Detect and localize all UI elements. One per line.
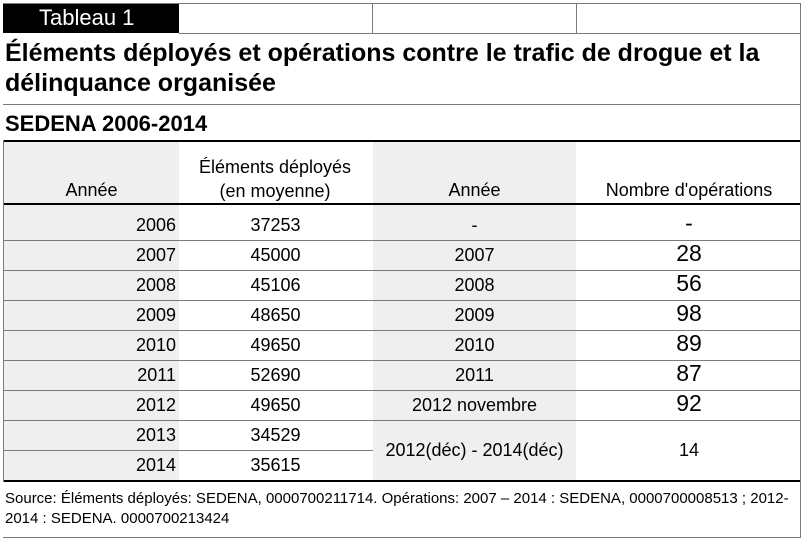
- cell-operations: -: [685, 210, 693, 236]
- cell-annee-op: 2009: [454, 305, 495, 325]
- shade-col-annee: [4, 142, 179, 481]
- cell-operations: 56: [676, 270, 702, 296]
- table-top-border: [3, 140, 800, 142]
- source-note: Source: Éléments déployés: SEDENA, 00007…: [5, 490, 789, 527]
- cell-elements: 45000: [250, 245, 301, 265]
- cell-annee: 2009: [135, 305, 176, 325]
- cell-annee-op: 2011: [455, 365, 494, 385]
- cell-elements: 49650: [250, 335, 301, 355]
- cell-annee-op: 2010: [454, 335, 495, 355]
- cell-annee-op: 2007: [454, 245, 495, 265]
- cell-elements: 48650: [250, 305, 301, 325]
- cell-annee: 2007: [135, 245, 176, 265]
- table-bottom-border: [3, 480, 800, 482]
- cell-elements: 52690: [250, 365, 301, 385]
- cell-operations: 92: [676, 390, 702, 416]
- table-label: Tableau 1: [3, 3, 179, 33]
- cell-operations-merged: 14: [678, 440, 700, 460]
- shade-col-annee-op: [373, 142, 576, 481]
- header-annee-operations: Année: [448, 180, 501, 200]
- table-title: Éléments déployés et opérations contre l…: [5, 39, 760, 97]
- cell-annee: 2010: [135, 335, 176, 355]
- cell-annee: 2012: [135, 395, 176, 415]
- cell-annee: 2013: [135, 425, 176, 445]
- header-elements-deployes: Éléments déployés (en moyenne): [198, 157, 352, 201]
- header-bottom-border: [3, 203, 800, 205]
- cell-elements: 45106: [250, 275, 301, 295]
- cell-elements: 49650: [250, 395, 301, 415]
- cell-annee-op: 2008: [454, 275, 495, 295]
- cell-operations: 98: [676, 300, 702, 326]
- cell-annee: 2008: [135, 275, 176, 295]
- cell-operations: 28: [676, 240, 702, 266]
- cell-annee-op: -: [471, 215, 478, 235]
- header-nombre-operations: Nombre d'opérations: [605, 180, 773, 200]
- cell-annee: 2006: [135, 215, 176, 235]
- cell-annee: 2011: [137, 365, 176, 385]
- cell-operations: 87: [676, 360, 702, 386]
- cell-elements: 34529: [250, 425, 301, 445]
- cell-annee-op-merged: 2012(déc) - 2014(déc): [385, 440, 564, 460]
- cell-annee-op: 2012 novembre: [411, 395, 538, 415]
- cell-elements: 37253: [250, 215, 301, 235]
- header-annee: Année: [65, 180, 118, 200]
- cell-annee: 2014: [135, 455, 176, 475]
- table-subtitle: SEDENA 2006-2014: [5, 111, 208, 136]
- cell-elements: 35615: [250, 455, 301, 475]
- cell-operations: 89: [676, 330, 702, 356]
